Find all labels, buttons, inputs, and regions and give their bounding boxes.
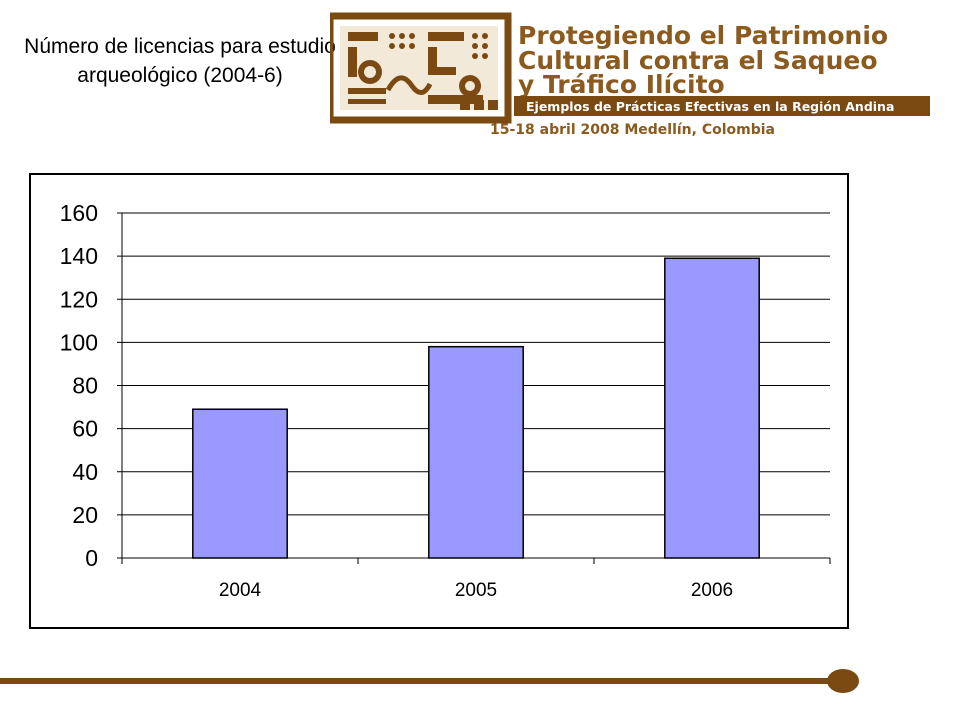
x-tick-label: 2004	[219, 580, 262, 601]
bar	[192, 408, 288, 559]
y-tick-label: 20	[72, 502, 98, 528]
x-tick-label: 2005	[455, 580, 497, 601]
y-tick-label: 80	[72, 373, 98, 399]
logo-title-line1: Protegiendo el Patrimonio	[518, 21, 888, 50]
y-tick-label: 120	[60, 286, 98, 312]
slide-title: Número de licencias para estudio arqueol…	[24, 35, 336, 87]
logo-title-line2: Cultural contra el Saqueo	[518, 46, 878, 75]
y-tick-label: 140	[60, 243, 98, 269]
y-tick-label: 160	[60, 200, 98, 226]
y-tick-label: 0	[85, 545, 98, 571]
logo-title-line3: y Tráfico Ilícito	[518, 70, 725, 99]
logo-event-date: 15-18 abril 2008 Medellín, Colombia	[490, 122, 775, 138]
event-logo: Protegiendo el Patrimonio Cultural contr…	[330, 12, 930, 138]
bar-chart: 0 20 40 60 80 100 120 140 160 2004 2005 2006	[60, 200, 831, 601]
logo-banner-text: Ejemplos de Prácticas Efectivas en la Re…	[526, 99, 894, 114]
y-tick-label: 100	[60, 329, 98, 355]
bar	[664, 257, 760, 559]
y-tick-label: 40	[72, 459, 98, 485]
y-tick-label: 60	[72, 416, 98, 442]
bar	[428, 345, 524, 559]
footer-line	[0, 678, 840, 684]
x-tick-label: 2006	[691, 580, 733, 601]
logo-banner	[514, 96, 930, 116]
footer-dot	[827, 669, 859, 693]
pre-columbian-emblem-icon	[330, 12, 512, 124]
chart-frame: 0 20 40 60 80 100 120 140 160 2004 2005 2006	[29, 173, 849, 629]
